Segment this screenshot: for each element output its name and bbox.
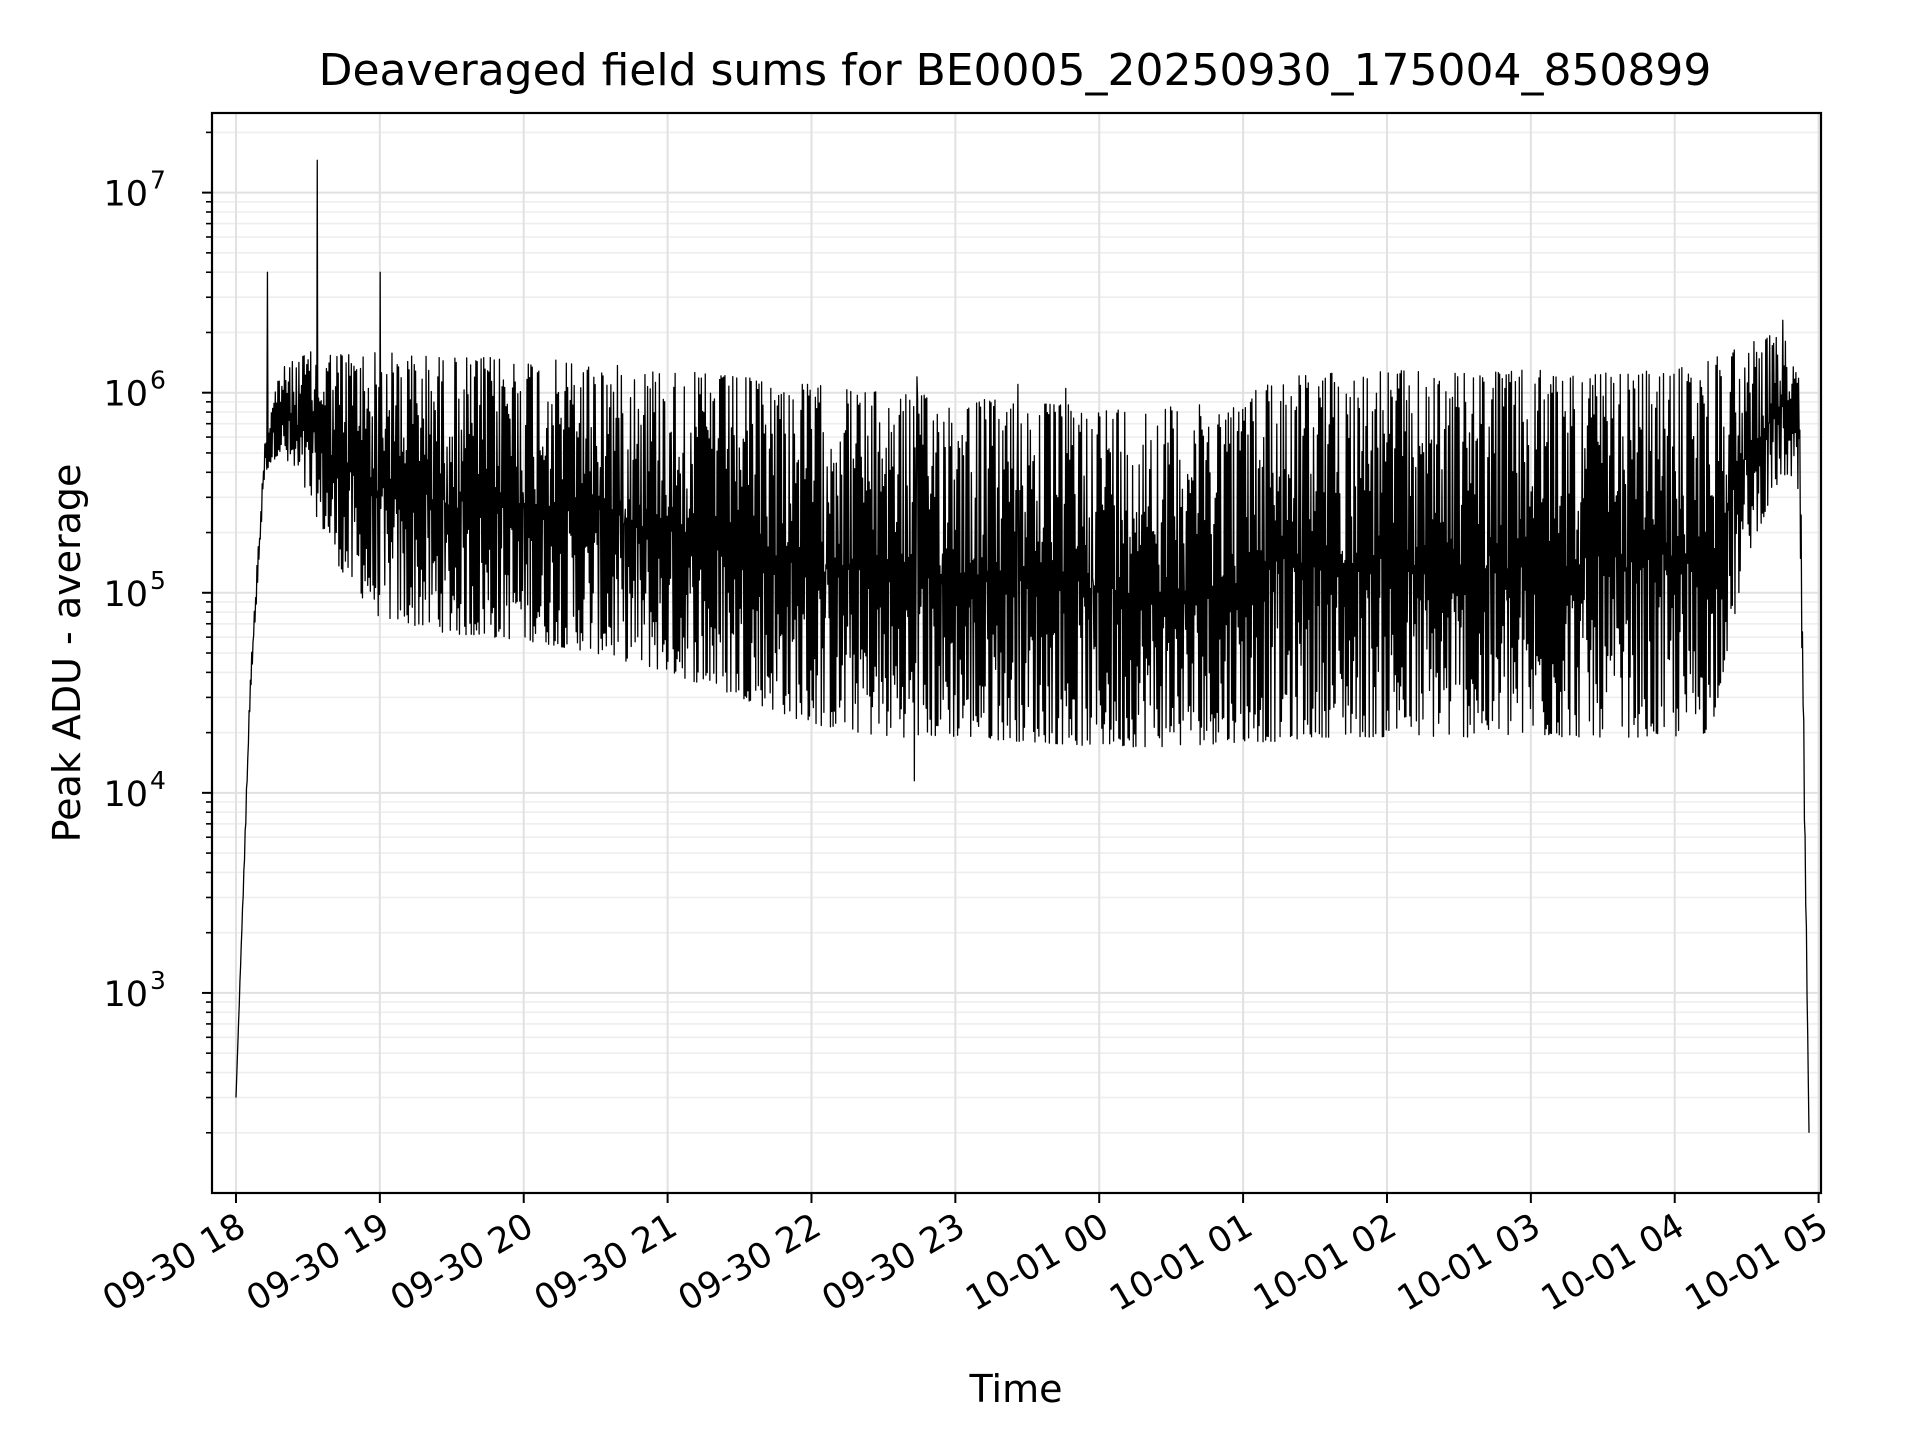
series-layer	[235, 159, 1810, 1133]
y-tick-label: 10	[103, 575, 148, 615]
y-tick-label: 10	[103, 975, 148, 1015]
y-tick-exponent: 3	[150, 966, 166, 995]
chart-title: Deaveraged field sums for BE0005_2025093…	[319, 45, 1712, 96]
y-tick-label: 10	[103, 775, 148, 815]
y-axis-label: Peak ADU - average	[45, 464, 89, 843]
y-tick-exponent: 7	[150, 166, 166, 195]
y-tick-label: 10	[103, 375, 148, 415]
series-line	[235, 159, 1810, 1133]
y-tick-exponent: 5	[150, 566, 166, 595]
y-tick-exponent: 4	[150, 766, 166, 795]
y-tick-label: 10	[103, 175, 148, 215]
x-axis-label: Time	[969, 1367, 1063, 1411]
y-tick-exponent: 6	[150, 366, 166, 395]
